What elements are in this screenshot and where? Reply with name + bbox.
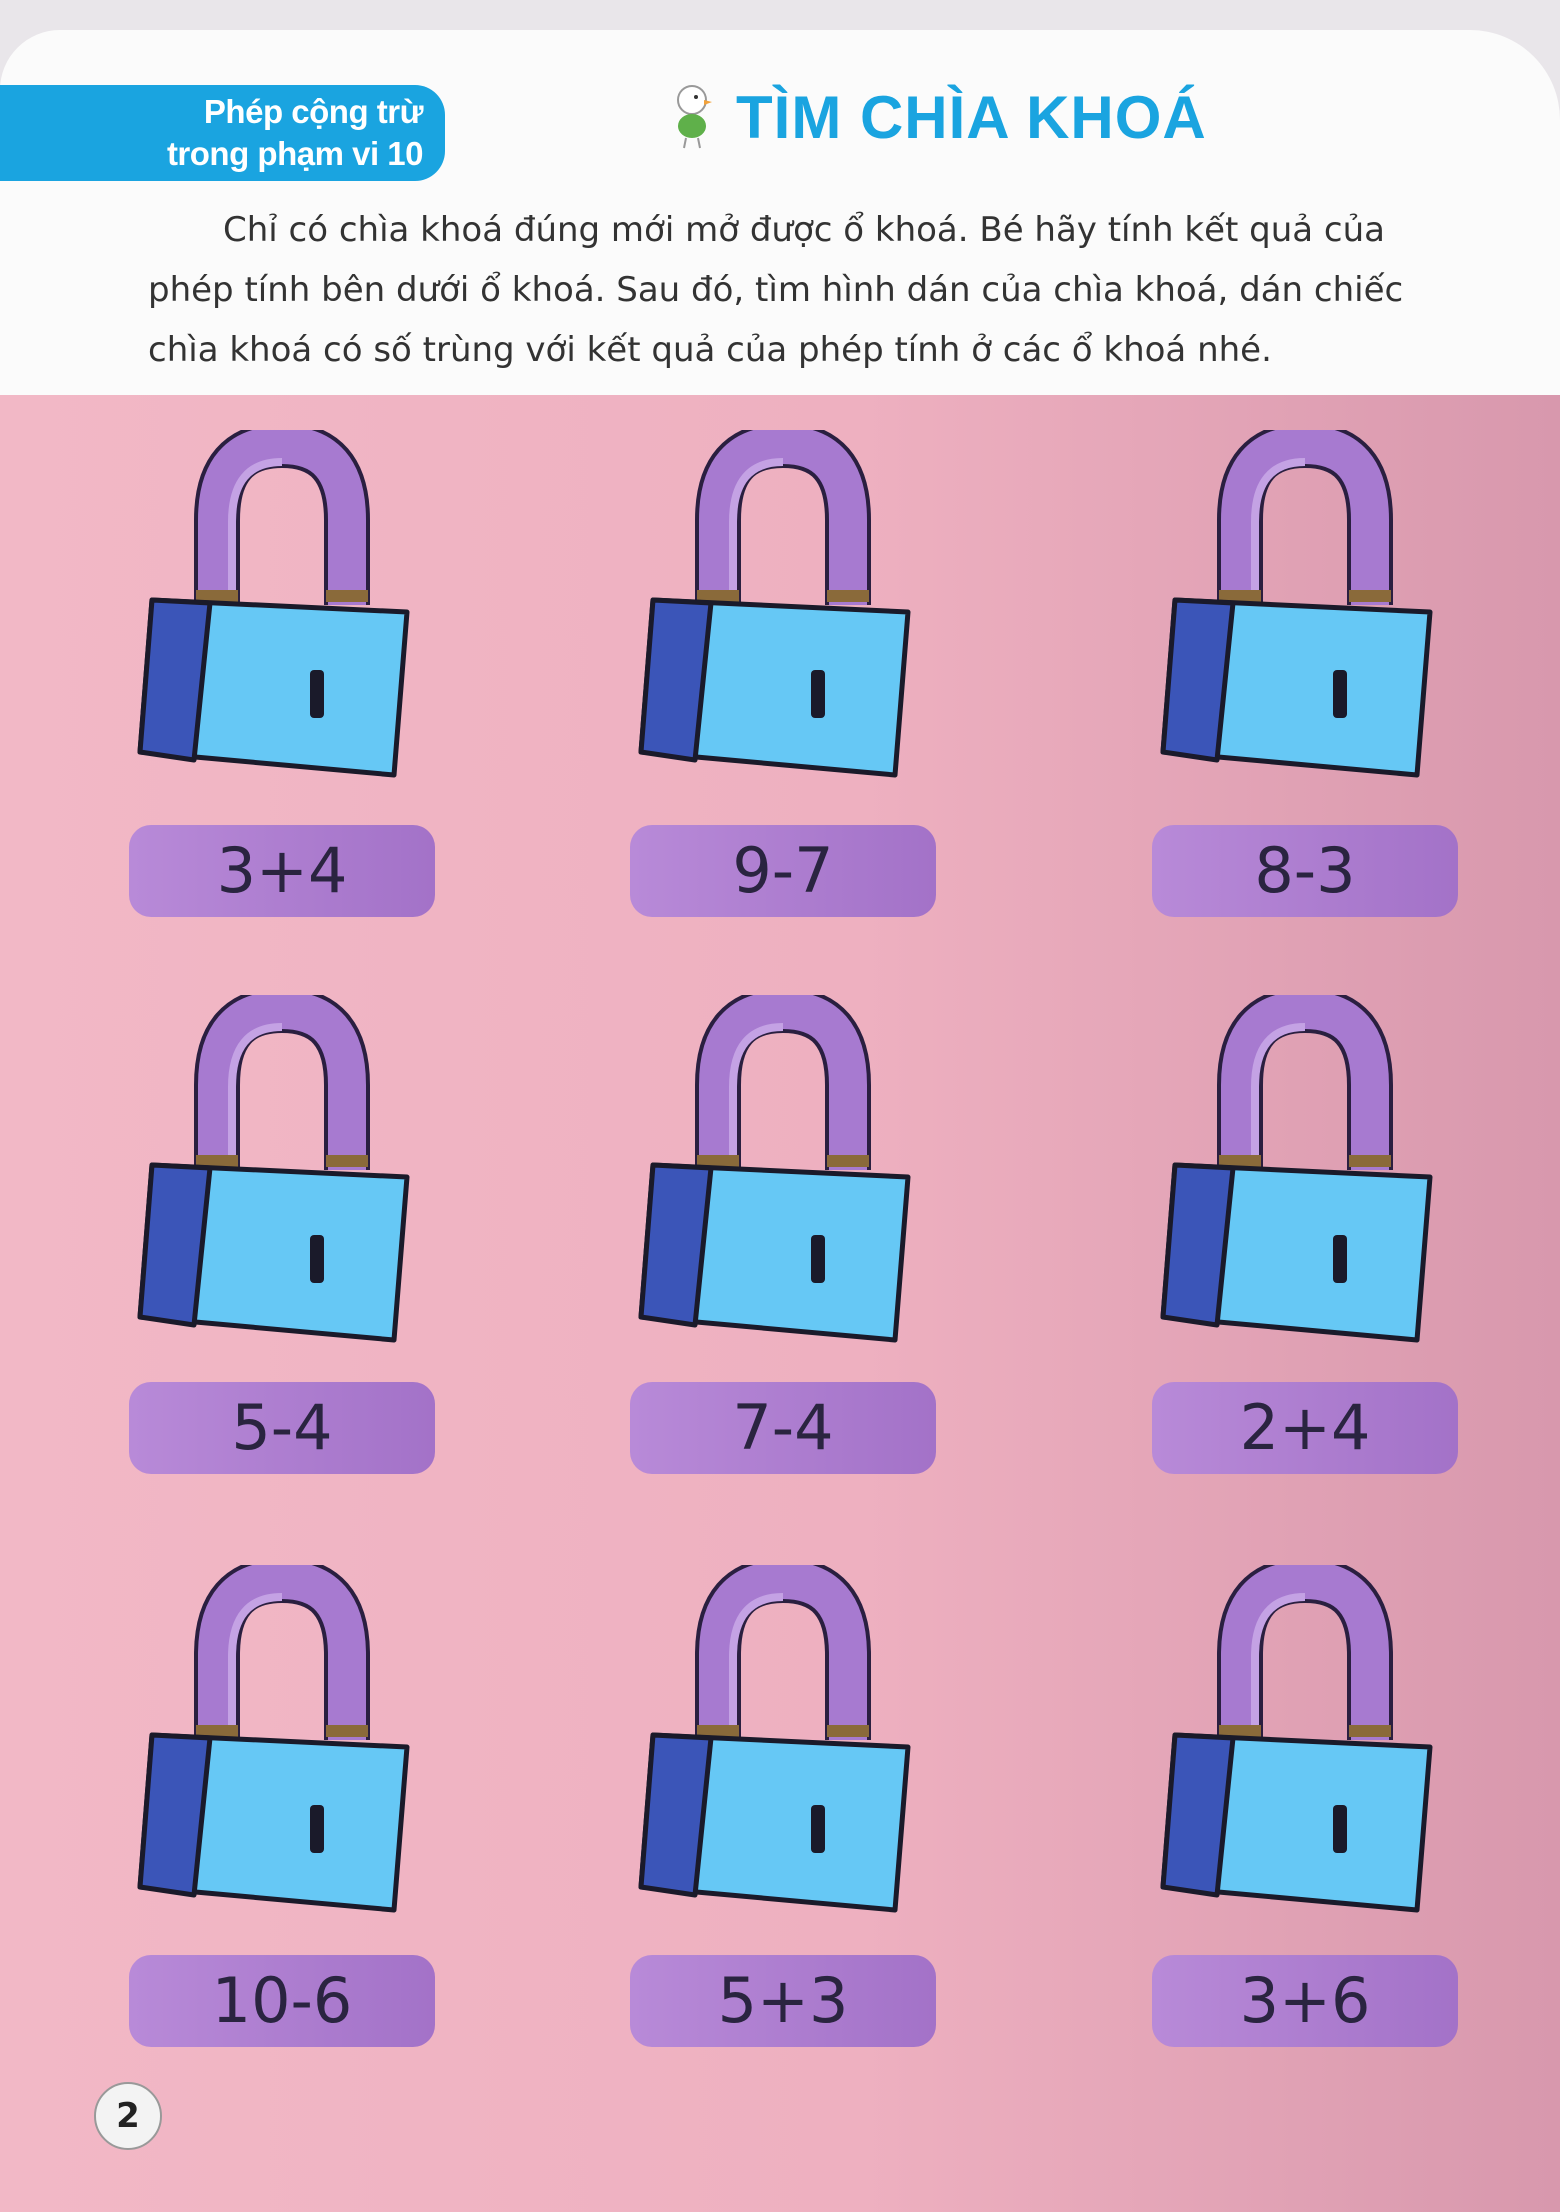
expression-label: 7-4 xyxy=(630,1382,936,1474)
expression-label: 9-7 xyxy=(630,825,936,917)
section-tag-line1: Phép cộng trừ xyxy=(203,93,424,130)
title-text: TÌM CHÌA KHOÁ xyxy=(736,83,1207,151)
expression-label: 3+6 xyxy=(1152,1955,1458,2047)
section-tag: Phép cộng trừ trong phạm vi 10 xyxy=(0,85,445,181)
padlock-icon xyxy=(132,421,422,778)
expression-label: 2+4 xyxy=(1152,1382,1458,1474)
padlock-icon xyxy=(132,1556,422,1913)
padlock-icon xyxy=(1155,421,1445,778)
page-number: 2 xyxy=(94,2082,162,2150)
expression-label: 3+4 xyxy=(129,825,435,917)
padlock-icon xyxy=(633,421,923,778)
expression-label: 8-3 xyxy=(1152,825,1458,917)
padlock-icon xyxy=(1155,986,1445,1343)
expression-label: 5-4 xyxy=(129,1382,435,1474)
padlock-icon xyxy=(132,986,422,1343)
padlock-icon xyxy=(633,1556,923,1913)
padlock-icon xyxy=(1155,1556,1445,1913)
bird-icon xyxy=(677,85,712,149)
instruction-text: Chỉ có chìa khoá đúng mới mở được ổ khoá… xyxy=(148,200,1448,380)
section-tag-line2: trong phạm vi 10 xyxy=(166,135,424,172)
page-title: TÌM CHÌA KHOÁ xyxy=(670,82,1207,152)
padlock-icon xyxy=(633,986,923,1343)
expression-label: 10-6 xyxy=(129,1955,435,2047)
instruction-body: Chỉ có chìa khoá đúng mới mở được ổ khoá… xyxy=(148,210,1404,370)
expression-label: 5+3 xyxy=(630,1955,936,2047)
